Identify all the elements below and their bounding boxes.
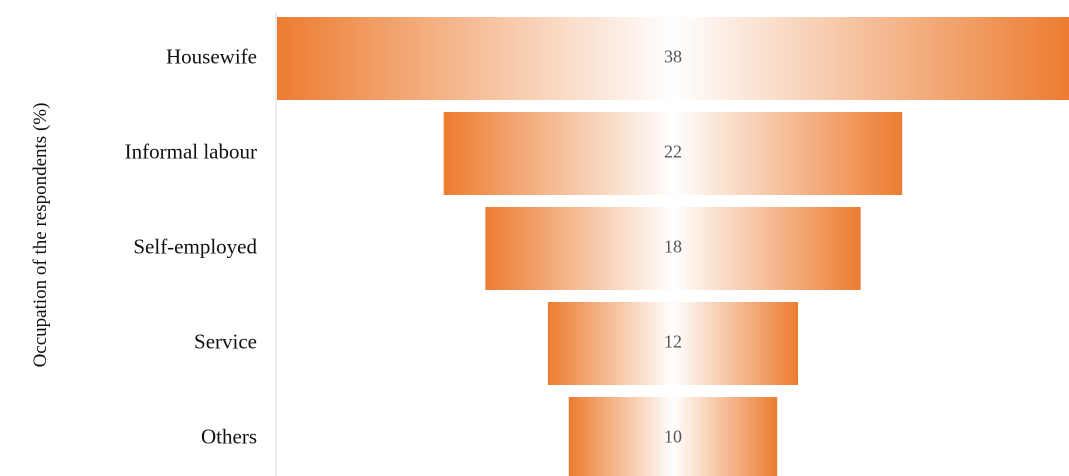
value-label-4: 10 <box>664 427 682 447</box>
category-label-3: Service <box>194 329 257 353</box>
funnel-bar-1 <box>443 112 903 195</box>
value-label-2: 18 <box>664 237 682 257</box>
value-label-0: 38 <box>664 47 682 67</box>
funnel-bar-0 <box>277 17 1069 100</box>
category-label-4: Others <box>201 424 257 448</box>
category-labels: Housewife Informal labour Self-employed Ser… <box>125 44 258 448</box>
funnel-bar-2 <box>485 207 861 290</box>
category-label-1: Informal labour <box>125 139 257 163</box>
funnel-bar-4 <box>568 397 778 476</box>
category-label-0: Housewife <box>166 44 257 68</box>
value-labels: 38 22 18 12 10 <box>664 47 682 447</box>
funnel-bar-3 <box>547 302 798 385</box>
value-label-1: 22 <box>664 142 682 162</box>
value-label-3: 12 <box>664 332 682 352</box>
category-label-2: Self-employed <box>133 234 257 258</box>
funnel-bars <box>277 17 1069 476</box>
y-axis-label: Occupation of the respondents (%) <box>30 103 51 368</box>
